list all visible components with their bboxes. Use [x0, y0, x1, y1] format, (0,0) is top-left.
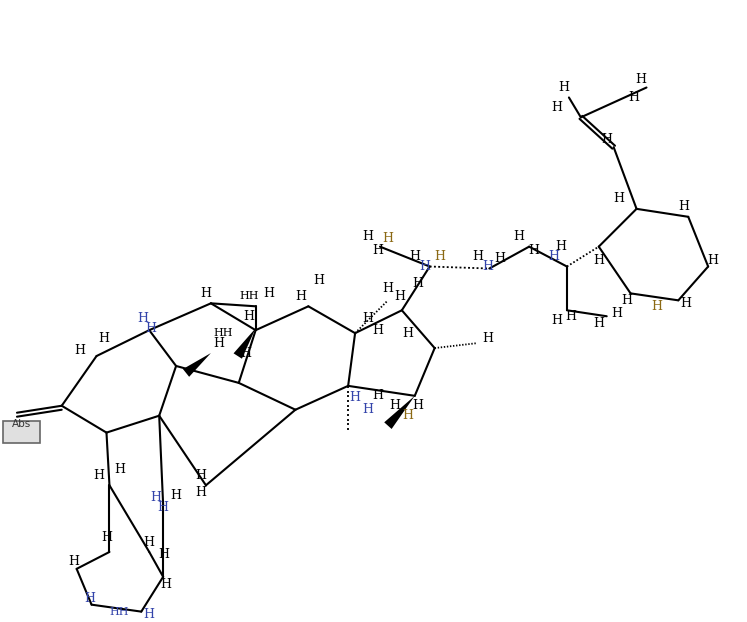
- Text: H: H: [529, 244, 539, 257]
- Text: H: H: [434, 250, 445, 263]
- Text: H: H: [158, 549, 170, 562]
- Text: H: H: [373, 389, 383, 402]
- Text: H: H: [68, 555, 79, 569]
- Text: H: H: [472, 250, 483, 263]
- Text: H: H: [295, 290, 306, 303]
- Text: HH: HH: [213, 328, 232, 338]
- Polygon shape: [234, 328, 255, 359]
- Text: H: H: [93, 469, 104, 482]
- Text: H: H: [350, 391, 361, 404]
- Text: H: H: [263, 287, 274, 300]
- Text: H: H: [593, 254, 604, 267]
- Text: H: H: [651, 300, 662, 313]
- Text: H: H: [419, 260, 430, 273]
- Text: H: H: [161, 578, 172, 592]
- Text: H: H: [551, 101, 562, 114]
- Text: H: H: [196, 469, 206, 482]
- Text: H: H: [137, 312, 149, 325]
- FancyBboxPatch shape: [3, 420, 40, 443]
- Polygon shape: [384, 396, 415, 429]
- Text: H: H: [74, 343, 85, 356]
- Text: H: H: [628, 91, 639, 104]
- Text: H: H: [601, 132, 613, 146]
- Text: H: H: [593, 317, 604, 330]
- Text: H: H: [170, 489, 182, 502]
- Text: H: H: [114, 463, 125, 476]
- Text: H: H: [146, 322, 157, 335]
- Text: H: H: [482, 332, 493, 345]
- Text: H: H: [362, 230, 374, 243]
- Text: H: H: [196, 486, 206, 499]
- Text: H: H: [241, 346, 251, 360]
- Text: H: H: [362, 312, 374, 325]
- Text: H: H: [389, 399, 400, 412]
- Text: H: H: [556, 240, 566, 253]
- Text: H: H: [151, 491, 161, 504]
- Text: H: H: [494, 252, 505, 265]
- Text: H: H: [548, 250, 560, 263]
- Text: H: H: [313, 274, 323, 287]
- Text: H: H: [382, 232, 394, 245]
- Text: HH: HH: [110, 606, 129, 616]
- Text: H: H: [412, 277, 424, 290]
- Text: H: H: [707, 254, 719, 267]
- Text: H: H: [635, 73, 646, 86]
- Text: H: H: [382, 282, 394, 295]
- Text: H: H: [362, 403, 374, 416]
- Text: H: H: [565, 310, 577, 323]
- Text: Abs: Abs: [12, 419, 31, 429]
- Text: H: H: [403, 327, 413, 340]
- Text: H: H: [244, 310, 254, 323]
- Text: H: H: [611, 307, 622, 320]
- Text: H: H: [551, 313, 562, 327]
- Text: H: H: [214, 337, 224, 350]
- Text: H: H: [412, 399, 424, 412]
- Text: H: H: [559, 81, 569, 94]
- Text: H: H: [621, 294, 632, 307]
- Text: H: H: [681, 297, 692, 310]
- Text: H: H: [158, 501, 169, 514]
- Text: H: H: [373, 244, 383, 257]
- Text: H: H: [409, 250, 421, 263]
- Text: H: H: [613, 192, 624, 205]
- Text: H: H: [678, 200, 689, 213]
- Text: H: H: [101, 531, 112, 544]
- Text: H: H: [403, 409, 413, 422]
- Text: H: H: [394, 290, 406, 303]
- Text: H: H: [98, 332, 109, 345]
- Text: H: H: [143, 536, 155, 549]
- Text: H: H: [482, 260, 493, 273]
- Text: H: H: [373, 323, 383, 337]
- Text: H: H: [84, 592, 95, 605]
- Text: H: H: [514, 230, 524, 243]
- Text: H: H: [143, 608, 155, 621]
- Text: H: H: [200, 287, 211, 300]
- Polygon shape: [183, 353, 211, 377]
- Text: HH: HH: [239, 291, 258, 302]
